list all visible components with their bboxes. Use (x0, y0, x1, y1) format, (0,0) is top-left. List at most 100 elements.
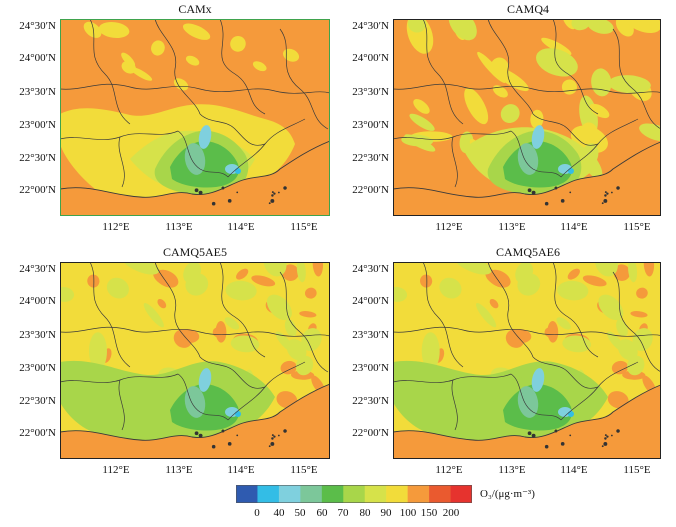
lat-label: 23°30′N (352, 86, 389, 98)
island (610, 191, 613, 194)
coastline (60, 140, 330, 198)
concentration-patch (515, 262, 534, 284)
island (270, 442, 275, 446)
lat-label: 23°00′N (19, 119, 56, 131)
concentration-patch (589, 103, 610, 119)
legend-tick: 80 (359, 507, 371, 519)
sea-area (393, 384, 661, 459)
concentration-patch (517, 386, 539, 418)
concentration-patch (517, 143, 539, 175)
island (194, 431, 199, 436)
concentration-patch (98, 21, 130, 39)
lon-label: 114°E (227, 464, 255, 476)
island (604, 191, 607, 194)
concentration-patch (252, 61, 267, 72)
lat-label: 22°00′N (352, 427, 389, 439)
legend-tick: 150 (420, 507, 438, 519)
lat-label: 24°00′N (19, 295, 56, 307)
legend-tick: 70 (337, 507, 349, 519)
admin-boundary (510, 373, 562, 421)
concentration-patch (568, 411, 574, 417)
concentration-patch (143, 303, 164, 328)
concentration-patch (88, 332, 107, 370)
legend-tick: 40 (273, 507, 285, 519)
island (271, 191, 274, 194)
island (194, 188, 199, 193)
concentration-patch (413, 99, 430, 114)
concentration-patch (153, 269, 177, 287)
island (569, 434, 572, 437)
concentration-patch (505, 329, 525, 348)
island (268, 445, 271, 448)
admin-boundary (422, 262, 464, 368)
concentration-patch (121, 52, 136, 68)
concentration-patch (448, 19, 477, 41)
lat-label: 22°00′N (19, 184, 56, 196)
concentration-patch (283, 48, 300, 62)
admin-boundary (552, 262, 599, 358)
island (221, 186, 225, 190)
concentration-patch (608, 75, 651, 94)
island (527, 431, 532, 436)
colorbar-swatch (300, 485, 323, 503)
island (544, 444, 549, 449)
island (227, 442, 232, 446)
concentration-patch (567, 268, 580, 280)
colorbar-swatch (429, 485, 451, 503)
admin-boundary (60, 83, 330, 94)
island (227, 199, 232, 203)
island (268, 202, 271, 205)
lat-label: 24°30′N (19, 20, 56, 32)
admin-boundary (510, 130, 562, 178)
concentration-patch (183, 262, 202, 284)
lon-label: 112°E (435, 221, 463, 233)
colorbar-swatch (343, 485, 366, 503)
concentration-patch (571, 19, 591, 31)
island (198, 433, 203, 438)
concentration-patch (420, 274, 433, 288)
panel-title: CAMQ5AE5 (162, 245, 227, 259)
legend-tick: 200 (442, 507, 460, 519)
lat-label: 24°00′N (352, 52, 389, 64)
admin-boundary (89, 262, 131, 368)
island (270, 199, 275, 203)
island (236, 191, 239, 194)
concentration-patch (607, 391, 629, 409)
concentration-patch (305, 287, 317, 299)
lat-label: 23°00′N (352, 119, 389, 131)
concentration-patch (409, 113, 435, 131)
island (601, 445, 604, 448)
admin-boundary (487, 19, 534, 115)
concentration-patch (639, 123, 661, 142)
concentration-patch (439, 277, 462, 299)
concentration-patch (531, 368, 545, 392)
concentration-patch (301, 328, 322, 352)
concentration-patch (613, 264, 631, 281)
lat-label: 24°30′N (352, 20, 389, 32)
concentration-patch (421, 332, 440, 370)
concentration-patch (83, 21, 102, 38)
concentration-patch (296, 262, 306, 283)
legend-tick: 60 (316, 507, 328, 519)
admin-boundary (177, 130, 229, 178)
island (283, 429, 287, 433)
lat-label: 22°00′N (352, 184, 389, 196)
lon-label: 112°E (435, 464, 463, 476)
legend-tick: 50 (294, 507, 306, 519)
island (277, 434, 280, 437)
map-panel-camx: CAMx 24°30′N 24°00′N 23°30′N 23°00′N 22°… (0, 2, 330, 254)
concentration-patch (476, 303, 497, 328)
legend-tick: 0 (254, 507, 260, 519)
lat-label: 22°00′N (19, 427, 56, 439)
lat-label: 23°30′N (19, 86, 56, 98)
island (601, 202, 604, 205)
sea-area (393, 141, 661, 216)
admin-boundary (154, 262, 201, 358)
admin-boundary (199, 356, 266, 389)
concentration-patch (489, 298, 499, 309)
concentration-patch (312, 262, 323, 277)
concentration-patch (393, 286, 408, 302)
lat-label: 24°00′N (352, 295, 389, 307)
island (544, 201, 549, 206)
island (198, 190, 203, 195)
